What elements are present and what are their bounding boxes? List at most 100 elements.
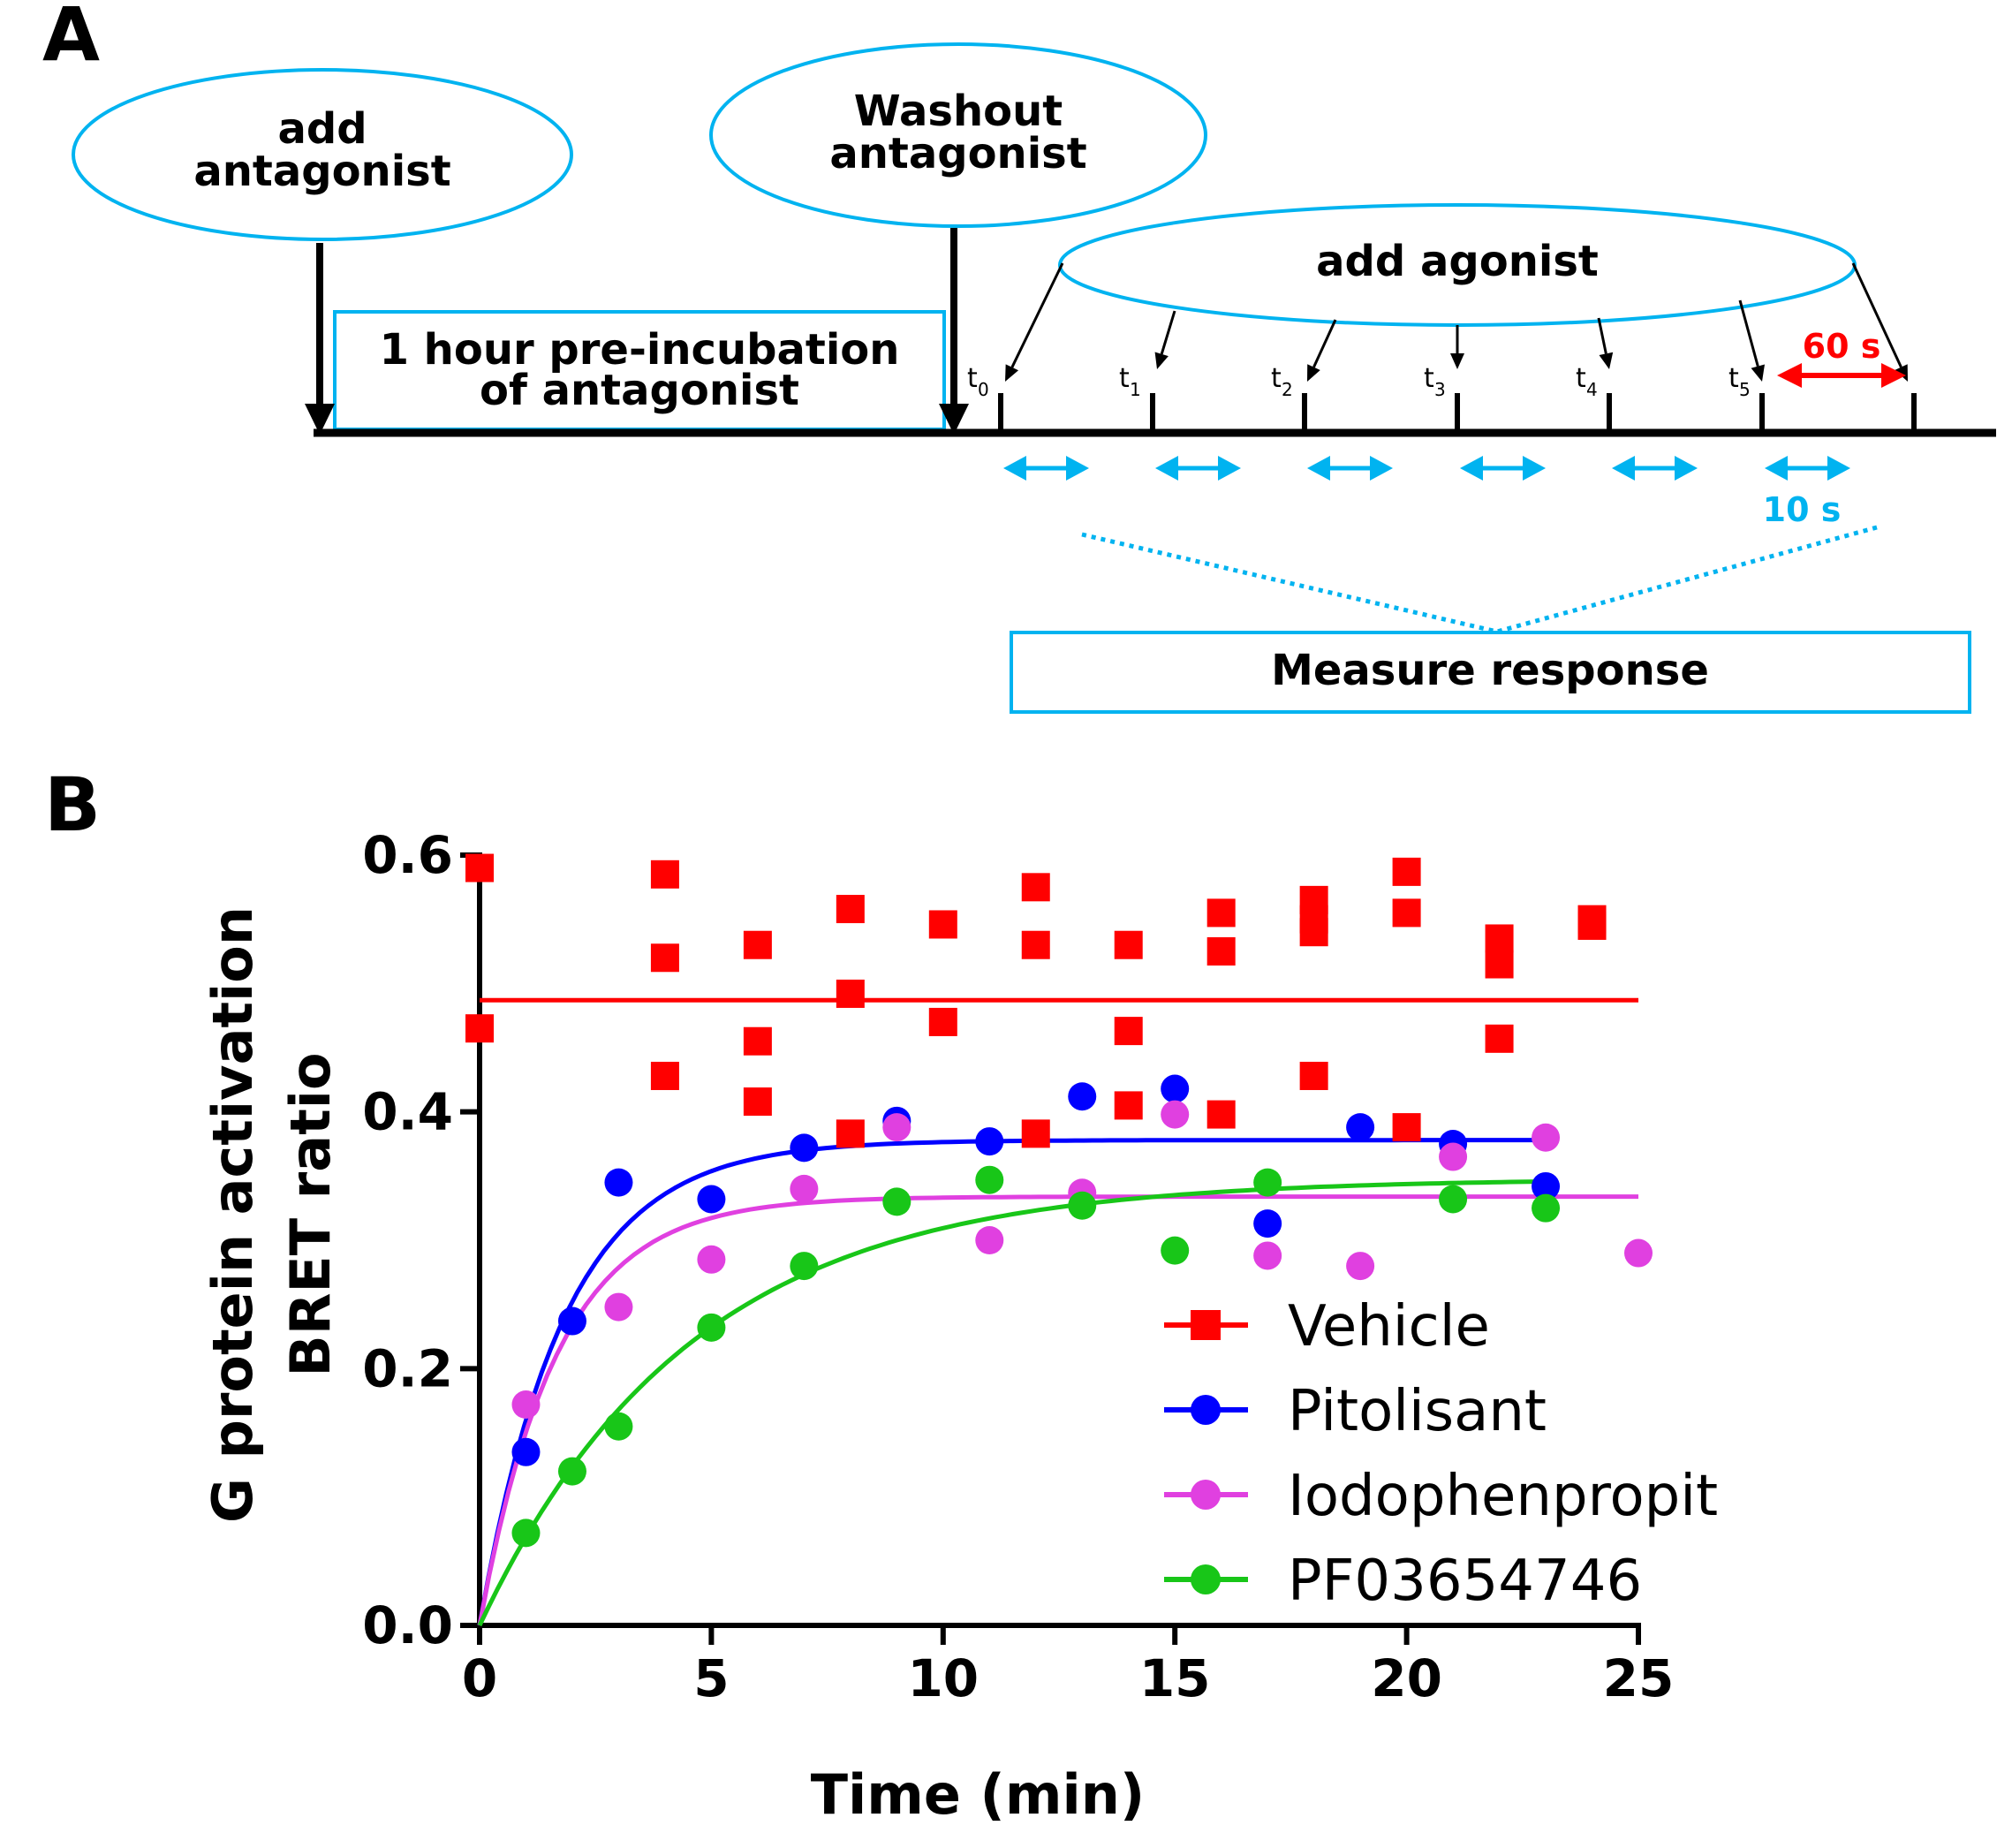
legend-label-iodophenpropit: Iodophenpropit (1288, 1464, 1718, 1529)
point-vehicle (650, 860, 679, 889)
point-pf03654746 (697, 1313, 726, 1342)
window-arrow-head-right (1370, 456, 1393, 481)
preincubation-line2: of antagonist (480, 366, 799, 415)
y-axis-title-line2: BRET ratio (278, 1052, 343, 1376)
point-vehicle (1485, 1024, 1514, 1053)
legend-marker-pf03654746 (1191, 1564, 1221, 1594)
time-tick-label: t (967, 363, 978, 394)
time-tick-subscript: 4 (1586, 379, 1598, 400)
point-iodophenpropit (604, 1292, 633, 1322)
dotted-line-left (1081, 532, 1498, 634)
agonist-arrow-head (1450, 353, 1464, 369)
point-pitolisant (1068, 1082, 1097, 1111)
agonist-arrow-head (1005, 364, 1019, 382)
agonist-arrows (1005, 262, 1908, 382)
point-vehicle (1021, 930, 1050, 959)
time-tick-label: t (1271, 363, 1282, 394)
agonist-arrow-line (1597, 317, 1607, 354)
point-pitolisant (1346, 1113, 1375, 1142)
point-vehicle (650, 943, 679, 973)
point-pitolisant (557, 1306, 586, 1336)
x-tick-label: 20 (1371, 1648, 1442, 1708)
time-tick-label: t (1119, 363, 1130, 394)
time-tick-label: t (1424, 363, 1434, 394)
point-iodophenpropit (511, 1390, 541, 1420)
add-antagonist-line1: add (277, 104, 367, 154)
point-iodophenpropit (882, 1113, 911, 1142)
add-agonist-label: add agonist (1316, 237, 1599, 286)
point-vehicle (1392, 857, 1421, 886)
y-axis-title-line1: G protein activation (200, 906, 265, 1523)
preincubation-box (333, 310, 946, 431)
point-vehicle (743, 1026, 772, 1056)
legend: Vehicle Pitolisant Iodophenpropit PF0365474… (1164, 1294, 1718, 1614)
measure-response-box (1010, 631, 1971, 714)
point-pf03654746 (1532, 1193, 1561, 1223)
agonist-arrow-line (1160, 310, 1176, 355)
point-iodophenpropit (1161, 1100, 1190, 1129)
window-arrow-head-right (1827, 456, 1850, 481)
y-tick-label: 0.6 (362, 825, 453, 885)
point-vehicle (928, 1007, 957, 1036)
legend-marker-vehicle (1191, 1310, 1221, 1340)
y-tick-label: 0.2 (362, 1338, 453, 1398)
point-pf03654746 (1161, 1236, 1190, 1265)
point-iodophenpropit (975, 1226, 1004, 1254)
point-vehicle (928, 910, 957, 939)
agonist-arrow-line (1738, 299, 1759, 367)
point-vehicle (1299, 1061, 1328, 1090)
point-pitolisant (1161, 1074, 1190, 1103)
point-vehicle (1021, 1119, 1050, 1148)
point-vehicle (465, 853, 494, 882)
window-10s-label: 10 s (1763, 490, 1842, 529)
time-tick-label: t (1728, 363, 1739, 394)
point-pitolisant (1532, 1171, 1561, 1200)
washout-line1: Washout (854, 87, 1063, 136)
legend-label-pf03654746: PF03654746 (1288, 1549, 1642, 1614)
point-vehicle (1021, 873, 1050, 902)
x-ticks: 0 5 10 15 20 25 (462, 1625, 1675, 1708)
window-arrow-head-left (1155, 456, 1178, 481)
point-iodophenpropit (790, 1174, 819, 1203)
point-vehicle (1206, 937, 1236, 966)
x-axis-title: Time (min) (811, 1762, 1145, 1827)
y-tick-label: 0.4 (362, 1082, 453, 1142)
window-arrow-head-right (1675, 456, 1698, 481)
window-arrow-head-left (1765, 456, 1788, 481)
time-tick-label: t (1576, 363, 1586, 394)
window-arrow-head-left (1003, 456, 1026, 481)
panel-a: A add antagonist Washout antagonist add … (42, 0, 1996, 714)
point-vehicle (465, 1014, 494, 1043)
point-pf03654746 (557, 1457, 586, 1486)
y-tick-label: 0.0 (362, 1595, 453, 1655)
point-pf03654746 (1068, 1191, 1097, 1220)
window-arrow-head-right (1066, 456, 1089, 481)
point-vehicle (1577, 911, 1607, 940)
point-vehicle (1114, 930, 1143, 959)
x-tick-label: 10 (907, 1648, 979, 1708)
dotted-line-right (1496, 525, 1878, 634)
point-vehicle (836, 1119, 865, 1148)
x-tick-label: 25 (1603, 1648, 1675, 1708)
window-arrow-head-right (1218, 456, 1241, 481)
legend-marker-pitolisant (1191, 1395, 1221, 1425)
point-vehicle (1114, 1017, 1143, 1046)
measurement-windows (1003, 456, 1850, 481)
point-pf03654746 (975, 1165, 1004, 1194)
point-pf03654746 (604, 1412, 633, 1441)
window-arrow-head-left (1612, 456, 1635, 481)
time-tick-subscript: 0 (978, 379, 989, 400)
time-tick-subscript: 1 (1130, 379, 1141, 400)
point-vehicle (1206, 1100, 1236, 1129)
point-iodophenpropit (1439, 1142, 1468, 1171)
agonist-arrow-head (1599, 352, 1614, 369)
point-pf03654746 (882, 1187, 911, 1216)
point-vehicle (1392, 898, 1421, 928)
window-arrow-head-left (1460, 456, 1483, 481)
agonist-arrow-head (1895, 364, 1908, 382)
panel-b: B 0.0 0.2 0.4 0.6 0 5 10 15 20 25 Time (min) G p… (44, 761, 1718, 1827)
point-vehicle (650, 1061, 679, 1090)
point-iodophenpropit (1624, 1238, 1653, 1268)
antagonist-arrow (305, 243, 335, 435)
